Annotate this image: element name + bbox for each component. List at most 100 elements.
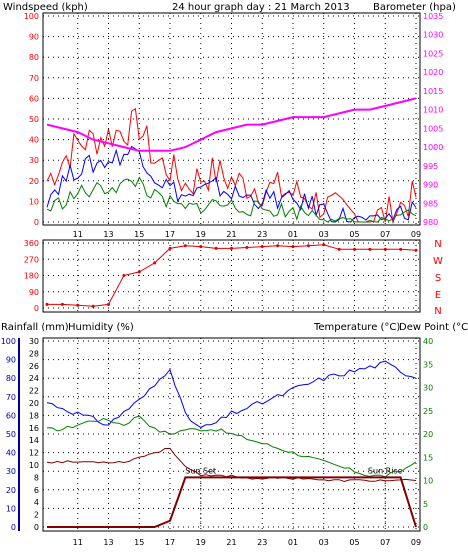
humidity-ytick-label-0: 0	[11, 523, 16, 532]
rainfall-ytick-label-10: 20	[29, 399, 39, 408]
rainfall-ytick-label-14: 28	[29, 349, 39, 358]
compass-label-1: W	[433, 256, 443, 267]
wind-low-line	[46, 176, 417, 223]
wind-direction-point	[199, 245, 203, 249]
compass-label-0: N	[434, 239, 441, 250]
wind-gust-line	[46, 107, 417, 224]
wind-direction-point	[245, 246, 249, 250]
rainfall-line	[47, 476, 417, 528]
wind-ytick-label-0: 0	[34, 218, 39, 227]
temperature-ytick-label-8: 40	[423, 337, 433, 346]
direction-ytick-label-1: 90	[29, 288, 39, 297]
wind-ytick-label-6: 60	[29, 94, 39, 103]
baro-ytick-label-8: 1020	[423, 68, 443, 77]
wind-direction-point	[260, 245, 264, 249]
wind-ytick-label-7: 70	[29, 74, 39, 83]
wind-direction-point	[399, 247, 403, 251]
wind-direction-point	[368, 247, 372, 251]
humidity-ytick-label-1: 10	[6, 504, 16, 513]
rain-xtick-label-3: 17	[165, 538, 175, 547]
wind-ytick-label-5: 50	[29, 115, 39, 124]
barometer-axis-title: Barometer (hpa)	[373, 2, 456, 13]
baro-ytick-label-2: 990	[423, 181, 438, 190]
wind-ytick-label-2: 20	[29, 177, 39, 186]
wind-ytick-label-9: 90	[29, 33, 39, 42]
wind-average-line	[46, 145, 417, 223]
humidity-axis-title: Humidity (%)	[68, 322, 134, 333]
wind-ytick-label-1: 10	[29, 197, 39, 206]
wind-direction-point	[414, 248, 418, 252]
temperature-line	[46, 415, 417, 478]
wind-direction-point	[153, 261, 157, 265]
wind-direction-point	[337, 247, 341, 251]
wind-xtick-label-5: 21	[226, 230, 236, 239]
wind-direction-point	[306, 244, 310, 248]
rain-xtick-label-9: 05	[349, 538, 359, 547]
rainfall-ytick-label-3: 6	[34, 486, 39, 495]
dewpoint-axis-title: Dew Point (°C)	[399, 322, 468, 333]
wind-direction-point	[291, 245, 295, 249]
wind-direction-point	[322, 243, 326, 247]
sunrise-label: Sun Rise	[368, 466, 403, 475]
rain-xtick-label-4: 19	[196, 538, 206, 547]
wind-direction-point	[107, 302, 110, 306]
baro-ytick-label-10: 1030	[423, 31, 443, 40]
temperature-ytick-label-2: 10	[423, 477, 433, 486]
temperature-ytick-label-1: 5	[423, 500, 428, 509]
humidity-ytick-label-4: 40	[6, 449, 16, 458]
wind-direction-point	[276, 244, 280, 248]
baro-ytick-label-1: 985	[423, 199, 438, 208]
rainfall-ytick-label-11: 22	[29, 387, 39, 396]
wind-xtick-label-8: 03	[319, 230, 329, 239]
rain-xtick-label-0: 11	[73, 538, 83, 547]
wind-xtick-label-2: 15	[134, 230, 144, 239]
humidity-ytick-label-6: 60	[6, 411, 16, 420]
barometer-line	[46, 97, 417, 152]
rain-xtick-label-10: 07	[380, 538, 390, 547]
windspeed-axis-title: Windspeed (kph)	[3, 2, 88, 13]
wind-ytick-label-3: 30	[29, 156, 39, 165]
wind-direction-point	[353, 247, 356, 251]
temperature-ytick-label-7: 35	[423, 360, 433, 369]
wind-xtick-label-1: 13	[103, 230, 113, 239]
humidity-ytick-label-5: 50	[6, 430, 16, 439]
compass-label-3: E	[435, 290, 441, 301]
wind-xtick-label-10: 07	[380, 230, 390, 239]
rainfall-ytick-label-5: 10	[29, 461, 39, 470]
rain-xtick-label-6: 23	[257, 538, 267, 547]
rain-xtick-label-1: 13	[103, 538, 113, 547]
direction-ytick-label-2: 180	[24, 272, 39, 281]
rainfall-ytick-label-4: 8	[34, 473, 39, 482]
wind-direction-point	[214, 246, 218, 250]
chart-title: 24 hour graph day : 21 March 2013	[172, 2, 350, 13]
rainfall-ytick-label-8: 16	[29, 424, 39, 433]
wind-direction-point	[122, 274, 126, 277]
wind-xtick-label-3: 17	[165, 230, 175, 239]
wind-direction-point	[168, 246, 172, 250]
rain-xtick-label-11: 09	[411, 538, 421, 547]
rainfall-ytick-label-1: 2	[34, 511, 39, 520]
compass-label-4: N	[434, 306, 441, 317]
baro-ytick-label-6: 1010	[423, 106, 443, 115]
wind-ytick-label-10: 100	[24, 12, 39, 21]
humidity-ytick-label-7: 70	[6, 393, 16, 402]
temperature-ytick-label-0: 0	[423, 523, 428, 532]
rain-xtick-label-2: 15	[134, 538, 144, 547]
wind-xtick-label-9: 05	[349, 230, 359, 239]
rainfall-ytick-label-13: 26	[29, 362, 39, 371]
rain-xtick-label-8: 03	[319, 538, 329, 547]
direction-ytick-label-4: 360	[24, 239, 39, 248]
humidity-ytick-label-10: 100	[1, 337, 16, 346]
humidity-ytick-label-2: 20	[6, 486, 16, 495]
rainfall-ytick-label-15: 30	[29, 337, 39, 346]
wind-direction-point	[230, 246, 233, 250]
wind-direction-point	[45, 302, 49, 306]
rainfall-axis-title: Rainfall (mm)	[1, 322, 69, 333]
humidity-ytick-label-3: 30	[6, 467, 16, 476]
temperature-ytick-label-4: 20	[423, 430, 433, 439]
wind-direction-point	[76, 303, 80, 307]
rainfall-ytick-label-9: 18	[29, 411, 39, 420]
wind-xtick-label-7: 01	[288, 230, 298, 239]
baro-ytick-label-4: 1000	[423, 143, 443, 152]
